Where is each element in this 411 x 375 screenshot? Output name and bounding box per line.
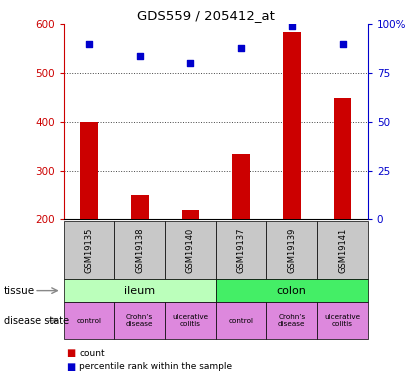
Text: ■: ■ xyxy=(66,348,75,358)
Text: GSM19137: GSM19137 xyxy=(237,228,246,273)
Text: ileum: ileum xyxy=(124,286,155,296)
Text: GSM19138: GSM19138 xyxy=(135,228,144,273)
Text: percentile rank within the sample: percentile rank within the sample xyxy=(79,362,233,371)
Bar xyxy=(232,154,250,219)
Text: tissue: tissue xyxy=(4,286,35,296)
Point xyxy=(136,53,143,58)
Text: GSM19140: GSM19140 xyxy=(186,228,195,273)
Point xyxy=(86,41,92,47)
Bar xyxy=(80,122,98,219)
Text: GSM19135: GSM19135 xyxy=(85,228,94,273)
Text: ■: ■ xyxy=(66,362,75,372)
Point xyxy=(339,41,346,47)
Text: count: count xyxy=(79,349,105,358)
Text: ulcerative
colitis: ulcerative colitis xyxy=(172,314,208,327)
Text: Crohn’s
disease: Crohn’s disease xyxy=(126,314,153,327)
Text: ulcerative
colitis: ulcerative colitis xyxy=(324,314,360,327)
Bar xyxy=(182,210,199,219)
Text: Crohn’s
disease: Crohn’s disease xyxy=(278,314,305,327)
Text: disease state: disease state xyxy=(4,316,69,326)
Text: control: control xyxy=(229,318,254,324)
Bar xyxy=(334,98,351,219)
Bar xyxy=(131,195,149,219)
Point xyxy=(187,60,194,66)
Text: GSM19141: GSM19141 xyxy=(338,228,347,273)
Bar xyxy=(283,32,301,219)
Point xyxy=(289,23,295,29)
Text: GSM19139: GSM19139 xyxy=(287,228,296,273)
Point xyxy=(238,45,245,51)
Text: colon: colon xyxy=(277,286,307,296)
Text: control: control xyxy=(76,318,102,324)
Text: GDS559 / 205412_at: GDS559 / 205412_at xyxy=(136,9,275,22)
